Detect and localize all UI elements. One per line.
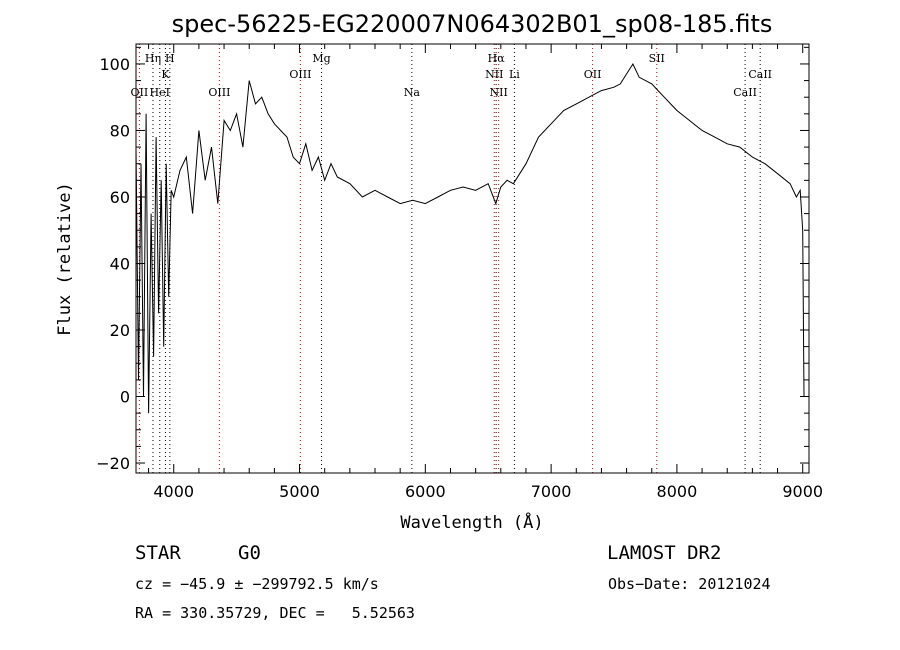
y-axis-label: Flux (relative) [55, 182, 75, 336]
spectral-line-label: OII [131, 86, 149, 99]
spectral-line-label: Hη [145, 52, 161, 65]
spectral-line-label: NII [485, 68, 503, 81]
spectral-line-label: OIII [208, 86, 230, 99]
spectral-line-label: K [161, 68, 170, 81]
x-tick-label: 8000 [657, 482, 698, 501]
y-tick-label: 20 [110, 321, 130, 340]
y-tick-label: 0 [120, 388, 130, 407]
x-tick-label: 4000 [153, 482, 194, 501]
spectrum-series-line [135, 62, 805, 414]
y-tick-label: 100 [99, 55, 130, 74]
spectral-line-label: OIII [289, 68, 311, 81]
x-tick-label: 5000 [279, 482, 320, 501]
spectral-line-label: OII [584, 68, 602, 81]
spectral-line-label: CaII [733, 86, 757, 99]
spectral-line-label: Mg [312, 52, 330, 65]
observation-date: Obs−Date: 20121024 [608, 575, 771, 593]
axis-ticks: 4000 5000 6000 7000 8000 9000 −20 0 20 40 60 80 100 [96, 44, 823, 501]
survey-name: LAMOST DR2 [607, 542, 722, 564]
chart-title: spec-56225-EG220007N064302B01_sp08-185.f… [172, 10, 773, 38]
object-subclass: G0 [238, 542, 261, 564]
object-class: STAR [135, 542, 181, 564]
x-tick-label: 6000 [405, 482, 446, 501]
plot-frame [135, 43, 810, 474]
x-axis-label: Wavelength (Å) [400, 511, 543, 533]
x-tick-label: 7000 [531, 482, 572, 501]
spectral-line-label: Hα [488, 52, 506, 65]
y-tick-label: 40 [110, 254, 130, 273]
coordinates-readout: RA = 330.35729, DEC = 5.52563 [135, 604, 415, 622]
y-tick-label: 60 [110, 188, 130, 207]
y-tick-label: −20 [96, 454, 130, 473]
redshift-readout: cz = −45.9 ± −299792.5 km/s [135, 575, 379, 593]
x-tick-label: 9000 [782, 482, 823, 501]
spectral-line-label: CaII [748, 68, 772, 81]
spectral-line-label: HeI [150, 86, 170, 99]
spectral-line-markers [138, 44, 761, 473]
spectral-line-label: H [165, 52, 175, 65]
spectral-line-label: Li [509, 68, 520, 81]
spectral-line-label: Na [404, 86, 421, 99]
spectral-line-label: NII [490, 86, 508, 99]
spectral-line-label: SII [649, 52, 665, 65]
y-tick-label: 80 [110, 121, 130, 140]
